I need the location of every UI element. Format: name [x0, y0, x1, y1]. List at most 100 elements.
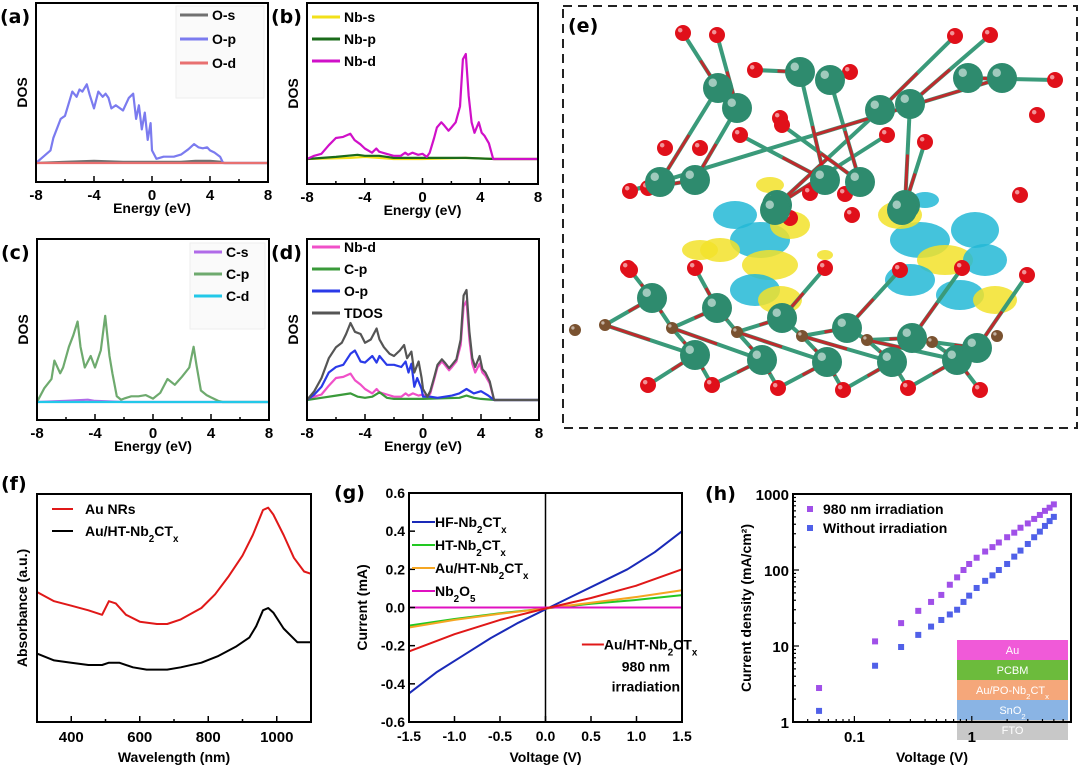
carbon-atom — [796, 330, 808, 342]
x-tick-label: 0.0 — [536, 728, 556, 744]
legend-label: 980 nm irradiation — [823, 501, 944, 517]
x-tick-label: -4 — [88, 425, 102, 442]
carbon-atom-highlight — [928, 338, 932, 342]
carbon-atom — [991, 330, 1003, 342]
carbon-atom-highlight — [733, 328, 737, 332]
data-point — [982, 577, 989, 584]
niobium-atom-highlight — [642, 288, 651, 297]
data-point — [1004, 534, 1011, 541]
data-point — [928, 598, 935, 605]
oxygen-atom-highlight — [894, 264, 900, 270]
data-point — [989, 572, 996, 579]
x-tick-label: 400 — [59, 729, 84, 746]
oxygen-atom-highlight — [1049, 74, 1055, 80]
legend-label: O-p — [212, 31, 236, 47]
oxygen-atom-highlight — [659, 142, 665, 148]
carbon-atom-highlight — [668, 324, 672, 328]
legend-label: C-p — [226, 266, 249, 282]
stack-layer — [957, 640, 1068, 660]
y-tick-label: 0.6 — [386, 485, 406, 501]
niobium-atom-highlight — [790, 62, 799, 71]
stack-layer-label: Au — [1006, 645, 1019, 657]
x-tick-label: -8 — [300, 425, 313, 442]
oxygen-atom — [982, 27, 998, 43]
stack-layer — [957, 720, 1068, 740]
niobium-atom-highlight — [650, 172, 659, 181]
panel-e: (e) — [562, 5, 1078, 429]
oxygen-atom-highlight — [694, 142, 700, 148]
annotation-line2: irradiation — [612, 678, 680, 694]
bond-o — [736, 330, 783, 349]
niobium-atom — [877, 347, 907, 377]
data-point — [973, 554, 980, 561]
stack-layer-label: FTO — [1002, 725, 1024, 737]
data-point — [995, 539, 1002, 546]
x-tick-label: 0 — [149, 425, 157, 442]
panel-g: -1.5 -1.0 -0.5 0.0 0.5 1.0 1.5 -0.6 -0.4 -0.2 0.0 0… — [334, 482, 698, 765]
niobium-atom-highlight — [882, 352, 891, 361]
legend-box — [189, 242, 266, 330]
oxygen-atom-highlight — [642, 379, 648, 385]
legend-label: Nb-d — [344, 239, 376, 255]
oxygen-atom-highlight — [919, 136, 925, 142]
niobium-atom-highlight — [685, 170, 694, 179]
x-tick-label: 0 — [418, 189, 426, 206]
legend-label: Nb2O5 — [435, 583, 476, 605]
y-tick-label: 0.4 — [386, 523, 406, 539]
x-tick-label: 1.0 — [627, 728, 647, 744]
data-point — [1046, 518, 1053, 525]
dashed-frame — [562, 5, 1078, 429]
legend-marker — [807, 525, 813, 531]
legend-label: Nb-s — [344, 9, 375, 25]
legend-label: Without irradiation — [823, 520, 947, 536]
carbon-atom — [599, 319, 611, 331]
x-tick-label: 4 — [206, 187, 215, 204]
oxygen-atom — [917, 134, 933, 150]
carbon-atom-highlight — [571, 326, 575, 330]
oxygen-atom — [675, 25, 691, 41]
niobium-atom — [680, 340, 710, 370]
niobium-atom-highlight — [902, 328, 911, 337]
data-point — [898, 620, 905, 627]
panel-label: (h) — [705, 483, 736, 505]
niobium-atom — [987, 63, 1017, 93]
panel-f: 400 600 800 1000 Wavelength (nm) Absorbance (… — [1, 473, 312, 765]
panel-d: -8 -4 0 4 8 Energy (eV) DOS (d) Nb-d C-p O-p TDOS — [271, 238, 543, 454]
y-axis-label: DOS — [285, 78, 301, 108]
niobium-atom-highlight — [992, 68, 1001, 77]
charge-accumulation-lobe — [817, 250, 833, 260]
panel-a: -8 -4 0 4 8 Energy (eV) DOS (a) O-s O-p O-d — [0, 2, 272, 216]
x-tick-label: 8 — [265, 425, 273, 442]
series-line — [408, 568, 683, 653]
oxygen-atom — [879, 127, 895, 143]
legend-marker — [807, 506, 813, 512]
legend-label: HF-Nb2CTx — [435, 514, 507, 536]
carbon-atom-highlight — [798, 332, 802, 336]
oxygen-atom-highlight — [624, 185, 630, 191]
oxygen-atom — [709, 27, 725, 43]
bond-o — [604, 323, 651, 342]
oxygen-atom — [817, 260, 833, 276]
legend-label: O-d — [212, 55, 236, 71]
oxygen-atom — [1047, 72, 1063, 88]
panel-b: -8 -4 0 4 8 Energy (eV) DOS (b) Nb-s Nb-p Nb-d — [271, 2, 542, 218]
data-point — [1017, 524, 1024, 531]
oxygen-atom — [747, 62, 763, 78]
data-point — [872, 662, 879, 669]
panel-label: (d) — [271, 242, 302, 264]
oxygen-atom-highlight — [949, 30, 955, 36]
data-point — [898, 644, 905, 651]
legend-label: Au/HT-Nb2CTx — [435, 560, 529, 582]
data-point — [1011, 553, 1018, 560]
oxygen-atom — [844, 207, 860, 223]
legend-box — [175, 5, 265, 99]
niobium-atom — [767, 303, 797, 333]
y-axis-label: DOS — [15, 314, 31, 344]
niobium-atom — [832, 313, 862, 343]
data-point — [915, 631, 922, 638]
charge-accumulation-lobe — [742, 250, 798, 280]
oxygen-atom-highlight — [984, 29, 990, 35]
data-point — [1041, 507, 1048, 514]
data-point — [1011, 529, 1018, 536]
oxygen-atom — [954, 260, 970, 276]
